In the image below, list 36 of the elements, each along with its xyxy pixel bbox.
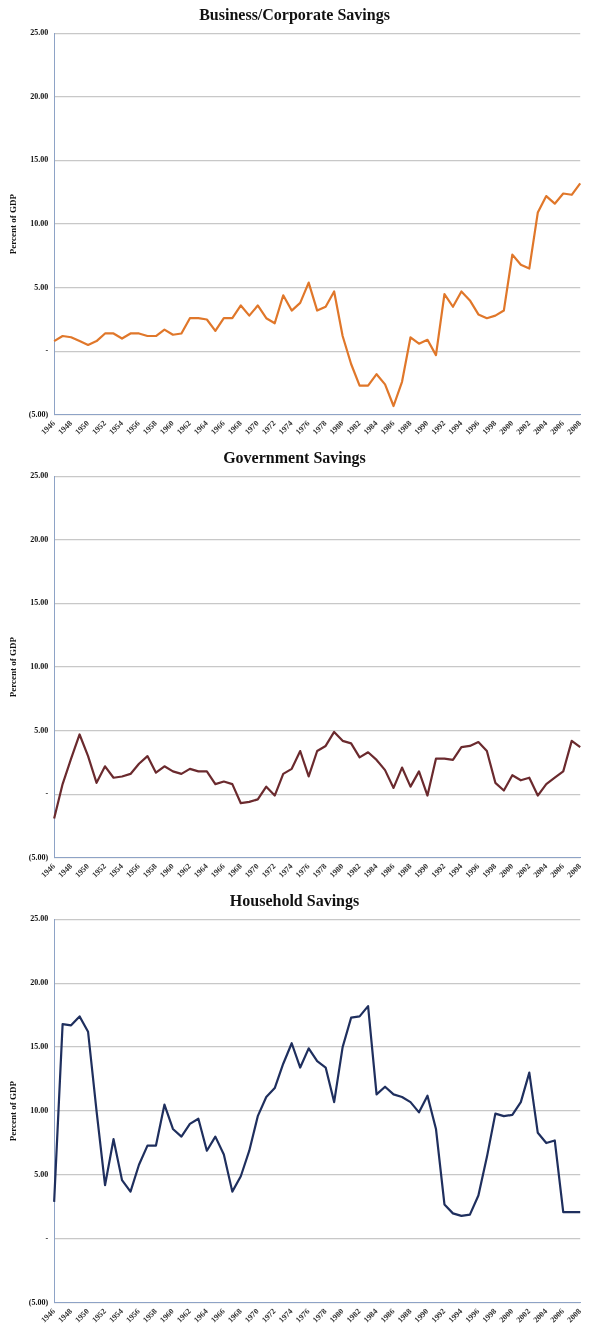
y-tick-label: 20.00 [30,91,49,101]
y-axis-title: Percent of GDP [7,636,18,698]
x-tick-label: 1998 [480,1306,499,1325]
y-tick-label: 15.00 [30,155,49,165]
chart-title: Business/Corporate Savings [199,5,390,24]
y-tick-label: 15.00 [30,1042,49,1052]
x-tick-label: 1992 [429,1306,448,1325]
y-axis-title: Percent of GDP [7,1080,18,1142]
x-tick-label: 1990 [412,1306,431,1325]
y-tick-label: 25.00 [30,914,49,924]
x-tick-label: 1992 [429,418,448,437]
y-tick-label: 15.00 [30,598,49,608]
x-tick-label: 1998 [480,861,499,880]
y-tick-label: 25.00 [30,471,49,481]
y-tick-label: - [45,1234,49,1244]
y-tick-label: 20.00 [30,978,49,988]
y-tick-label: (5.00) [28,1297,49,1307]
y-tick-label: 5.00 [34,725,49,735]
y-tick-label: (5.00) [28,409,49,419]
x-tick-label: 1990 [412,418,431,437]
y-tick-label: (5.00) [28,852,49,862]
y-tick-label: 10.00 [30,219,49,229]
y-tick-label: 20.00 [30,534,49,544]
y-tick-label: - [45,346,49,356]
y-tick-label: 10.00 [30,662,49,672]
y-axis-title: Percent of GDP [7,193,18,255]
x-tick-label: 1992 [429,861,448,880]
y-tick-label: 5.00 [34,282,49,292]
x-tick-label: 1998 [480,418,499,437]
x-tick-label: 1990 [412,861,431,880]
chart-title: Household Savings [229,891,360,910]
y-tick-label: 10.00 [30,1106,49,1116]
y-tick-label: 25.00 [30,28,49,38]
chart-title: Government Savings [223,448,366,467]
y-tick-label: - [45,789,49,799]
y-tick-label: 5.00 [34,1170,49,1180]
